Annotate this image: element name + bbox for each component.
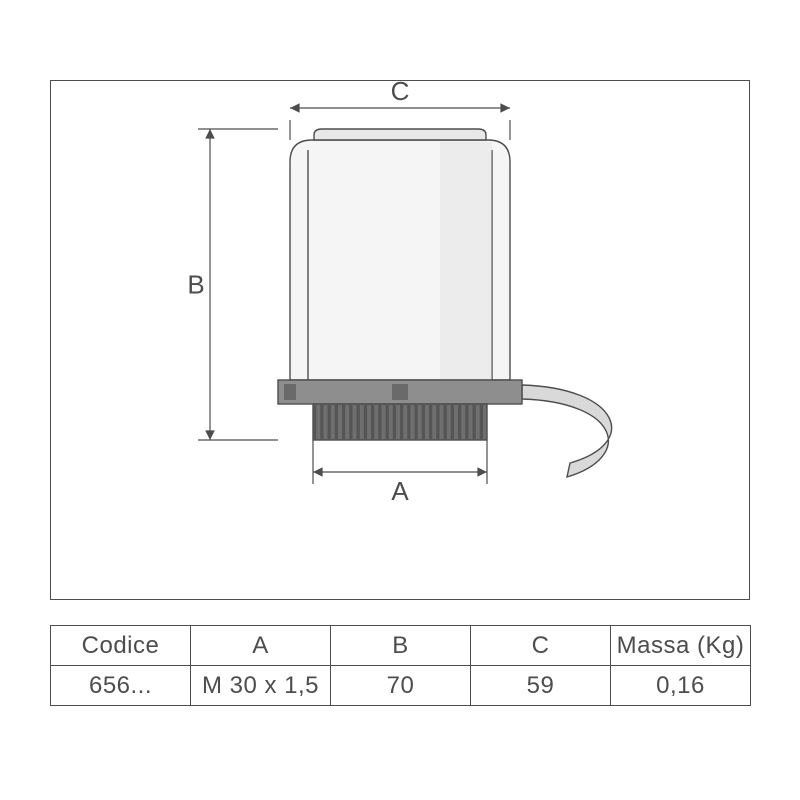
table-cell: 59 <box>471 666 611 706</box>
table-cell: 70 <box>331 666 471 706</box>
table-cell: 0,16 <box>611 666 751 706</box>
col-header: Massa (Kg) <box>611 626 751 666</box>
col-header: B <box>331 626 471 666</box>
col-header: C <box>471 626 611 666</box>
table-cell: 656... <box>51 666 191 706</box>
spec-table: CodiceABCMassa (Kg) 656...M 30 x 1,57059… <box>50 625 751 706</box>
dim-label-c: C <box>391 76 410 106</box>
actuator-cap <box>314 129 486 140</box>
col-header: Codice <box>51 626 191 666</box>
table-cell: M 30 x 1,5 <box>191 666 331 706</box>
dim-label-a: A <box>391 476 409 506</box>
table-row: 656...M 30 x 1,570590,16 <box>51 666 751 706</box>
dim-label-b: B <box>187 270 204 300</box>
col-header: A <box>191 626 331 666</box>
cable <box>522 385 612 477</box>
